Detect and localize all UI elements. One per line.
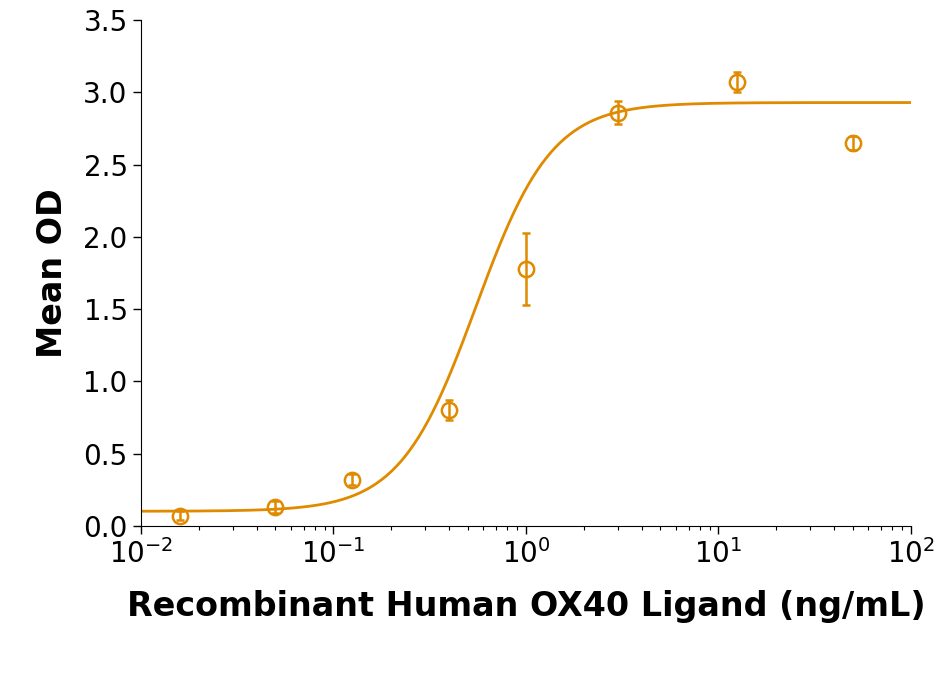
Y-axis label: Mean OD: Mean OD	[37, 188, 69, 358]
X-axis label: Recombinant Human OX40 Ligand (ng/mL): Recombinant Human OX40 Ligand (ng/mL)	[127, 590, 925, 623]
